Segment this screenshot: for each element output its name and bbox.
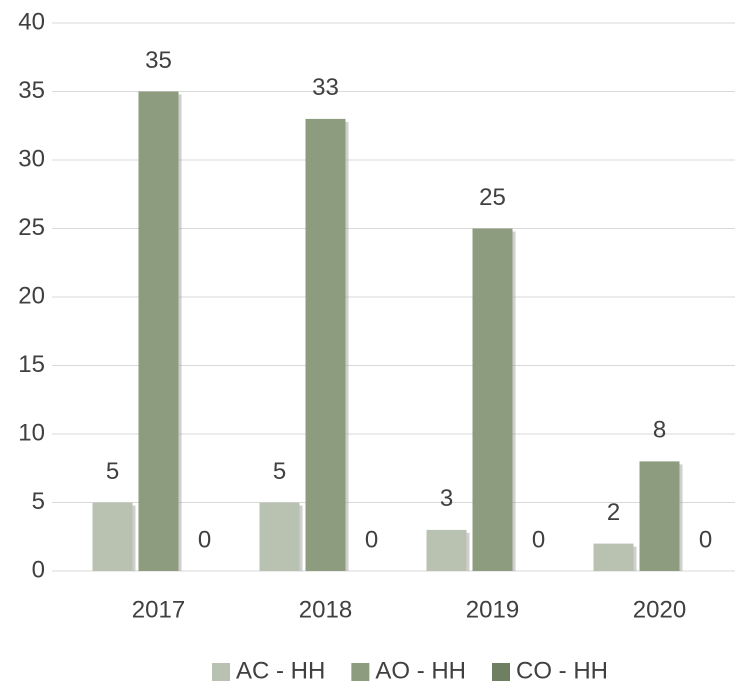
data-label: 33 — [312, 74, 339, 101]
bar — [472, 228, 513, 571]
data-label: 35 — [145, 47, 172, 74]
data-label: 5 — [273, 458, 286, 485]
bar — [593, 543, 634, 571]
bar — [259, 502, 300, 571]
x-tick-label: 2018 — [299, 596, 352, 623]
data-label: 0 — [699, 526, 712, 553]
x-tick-label: 2019 — [466, 596, 519, 623]
x-tick-label: 2020 — [633, 596, 686, 623]
bar — [426, 529, 467, 571]
legend-swatch — [351, 663, 370, 681]
bar — [92, 502, 133, 571]
y-tick-label: 25 — [18, 214, 45, 241]
y-tick-label: 40 — [18, 8, 45, 35]
data-label: 2 — [607, 499, 620, 526]
legend-label: CO - HH — [516, 657, 608, 684]
x-tick-label: 2017 — [132, 596, 185, 623]
y-tick-label: 35 — [18, 77, 45, 104]
data-label: 25 — [479, 184, 506, 211]
y-tick-label: 10 — [18, 419, 45, 446]
bar — [138, 91, 179, 571]
bar — [639, 461, 680, 571]
legend-label: AC - HH — [236, 657, 325, 684]
data-label: 3 — [440, 485, 453, 512]
data-label: 8 — [653, 417, 666, 444]
legend-swatch — [212, 663, 230, 681]
legend-label: AO - HH — [375, 657, 466, 684]
y-tick-label: 0 — [32, 556, 45, 583]
data-label: 0 — [532, 526, 545, 553]
y-tick-label: 30 — [18, 145, 45, 172]
data-label: 0 — [198, 526, 211, 553]
data-label: 0 — [365, 526, 378, 553]
y-tick-label: 5 — [32, 488, 45, 515]
y-tick-label: 15 — [18, 351, 45, 378]
legend-swatch — [492, 663, 511, 681]
y-tick-label: 20 — [18, 282, 45, 309]
data-label: 5 — [106, 458, 119, 485]
bar — [305, 118, 346, 572]
